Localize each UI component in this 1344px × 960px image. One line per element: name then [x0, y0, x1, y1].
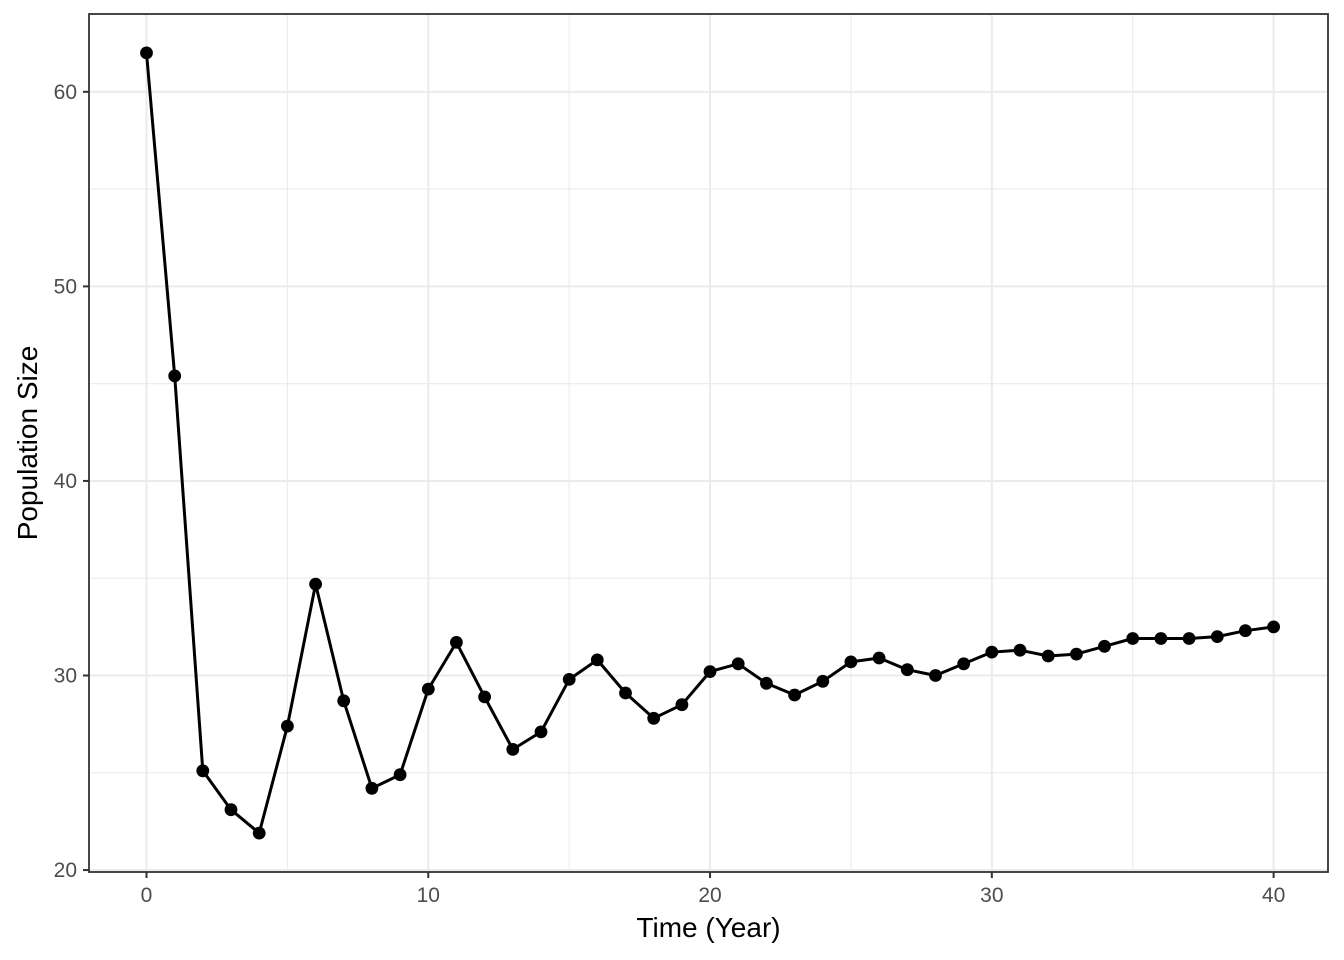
data-point: [900, 663, 914, 677]
data-point: [1041, 649, 1055, 663]
data-point: [1013, 643, 1027, 657]
y-axis-title: Population Size: [12, 345, 43, 541]
data-point: [1182, 632, 1196, 645]
data-point: [168, 369, 182, 383]
data-point: [421, 682, 435, 696]
x-tick-label: 20: [698, 884, 721, 907]
panel-border: [88, 13, 1329, 873]
data-point: [929, 669, 942, 682]
y-tick-label: 50: [54, 275, 77, 298]
data-point: [647, 711, 661, 725]
data-point: [703, 665, 717, 678]
data-point: [985, 645, 999, 659]
data-point: [252, 826, 266, 840]
data-point: [450, 636, 463, 649]
data-point: [1126, 632, 1140, 645]
data-point: [957, 657, 971, 671]
x-tick-label: 40: [1262, 884, 1285, 907]
y-tick-label: 30: [54, 664, 77, 687]
data-point: [393, 768, 407, 782]
y-tick-label: 60: [54, 81, 77, 104]
data-point: [281, 719, 294, 733]
data-point: [506, 743, 520, 756]
x-tick-label: 30: [980, 884, 1003, 907]
data-point: [140, 46, 153, 60]
x-axis-title: Time (Year): [636, 912, 781, 943]
data-point: [760, 676, 773, 690]
data-point: [1098, 639, 1111, 653]
y-tick-label: 40: [54, 470, 77, 493]
data-point: [196, 764, 210, 778]
data-point: [365, 781, 379, 795]
data-point: [224, 803, 238, 817]
data-point: [1210, 630, 1224, 643]
data-point: [562, 673, 576, 686]
panel-background: [89, 14, 1328, 872]
data-point: [619, 686, 632, 700]
data-point: [337, 694, 351, 708]
data-point: [788, 688, 801, 702]
data-point: [1239, 624, 1252, 638]
data-point: [534, 725, 548, 739]
x-tick-label: 10: [417, 884, 440, 907]
x-tick-label: 0: [141, 884, 153, 907]
data-point: [872, 651, 886, 665]
data-point: [590, 653, 604, 667]
data-point: [1154, 632, 1168, 645]
y-tick-label: 20: [54, 859, 77, 882]
data-point: [478, 690, 491, 704]
data-point: [731, 657, 745, 671]
data-point: [844, 655, 858, 669]
data-point: [1070, 647, 1083, 661]
data-point: [1267, 620, 1280, 634]
data-point: [675, 698, 689, 712]
data-point: [816, 674, 830, 688]
data-point: [309, 577, 322, 591]
